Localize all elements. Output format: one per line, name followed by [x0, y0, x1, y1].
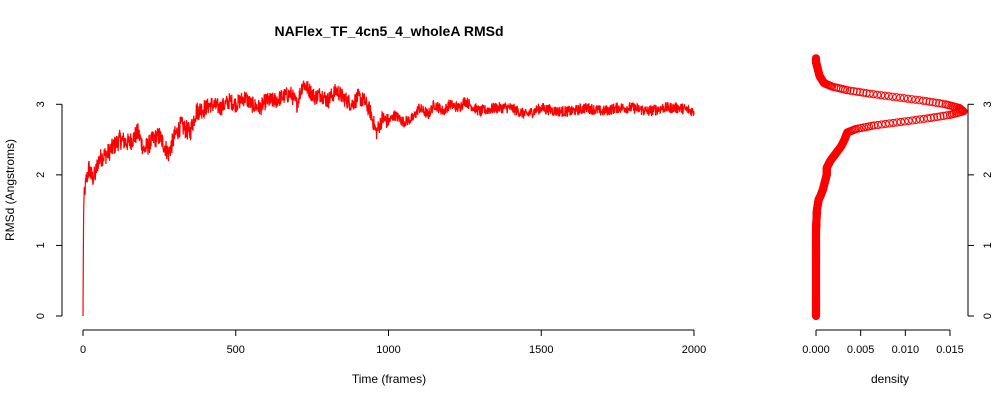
density-point [889, 118, 898, 128]
density-point [896, 93, 905, 102]
density-point [892, 118, 902, 127]
density-y-tick-label: 1 [982, 242, 994, 248]
density-y-tick-label: 2 [982, 172, 994, 178]
y-axis-ticks: 0 1 2 3 [35, 101, 62, 319]
density-point [896, 117, 905, 127]
x-axis-label: Time (frames) [352, 372, 426, 386]
density-point [885, 119, 894, 128]
density-x-tick-label: 0.005 [847, 344, 875, 356]
density-point [865, 89, 874, 98]
density-point [908, 116, 917, 125]
density-point [881, 119, 890, 129]
density-point [915, 115, 925, 124]
density-point [938, 99, 947, 108]
density-x-tick-label: 0.010 [892, 344, 920, 356]
density-plot: 0.000 0.005 0.010 0.015 0 1 2 3 density [802, 54, 994, 386]
density-point [926, 113, 935, 123]
density-point [852, 87, 861, 96]
density-point [873, 120, 883, 130]
density-point [933, 112, 942, 121]
density-y-axis-ticks: 0 1 2 3 [968, 101, 994, 319]
density-point [915, 96, 924, 105]
density-point [919, 96, 928, 105]
density-point [888, 92, 897, 101]
density-point [928, 98, 937, 107]
density-point [931, 98, 941, 107]
density-point [939, 111, 948, 120]
density-point [855, 88, 865, 97]
density-point [903, 94, 912, 103]
density-point [935, 99, 944, 108]
density-point [923, 114, 932, 123]
density-point [849, 87, 858, 96]
y-tick-label: 2 [35, 172, 47, 178]
density-point [892, 93, 901, 102]
density-x-tick-label: 0.015 [936, 344, 964, 356]
density-point [912, 115, 921, 125]
density-point [929, 113, 939, 122]
rmsd-series-line [82, 80, 695, 317]
density-point [880, 91, 890, 100]
density-point [877, 120, 886, 129]
density-point [859, 88, 868, 97]
y-tick-label: 3 [35, 101, 47, 107]
x-tick-label: 500 [227, 344, 245, 356]
density-y-tick-label: 0 [982, 313, 994, 319]
density-x-tick-label: 0.000 [802, 344, 830, 356]
x-tick-label: 1000 [376, 344, 400, 356]
density-point [873, 90, 882, 99]
density-y-tick-label: 3 [982, 101, 994, 107]
chart-title: NAFlex_TF_4cn5_4_wholeA RMSd [275, 23, 504, 39]
density-point [884, 92, 893, 101]
y-tick-label: 0 [35, 313, 47, 319]
density-x-axis-ticks: 0.000 0.005 0.010 0.015 [802, 330, 964, 356]
density-point [911, 95, 920, 104]
density-point [876, 91, 886, 100]
density-point [900, 117, 909, 126]
density-point [846, 86, 855, 95]
density-points [811, 54, 968, 321]
y-axis-label: RMSd (Angstroms) [3, 139, 17, 241]
x-axis-ticks: 0 500 1000 1500 2000 [80, 330, 706, 356]
density-point [904, 116, 913, 126]
density-point [811, 54, 821, 63]
density-point [899, 94, 909, 103]
x-tick-label: 2000 [682, 344, 706, 356]
x-tick-label: 0 [80, 344, 86, 356]
density-point [941, 100, 950, 109]
y-tick-label: 1 [35, 242, 47, 248]
density-x-axis-label: density [871, 372, 909, 386]
density-point [862, 89, 871, 98]
x-tick-label: 1500 [529, 344, 553, 356]
density-point [907, 95, 916, 104]
density-point [869, 121, 879, 130]
density-point [936, 112, 945, 121]
main-plot: 0 500 1000 1500 2000 0 1 2 3 Time (frames) RMSd… [3, 80, 706, 386]
density-point [925, 97, 934, 106]
